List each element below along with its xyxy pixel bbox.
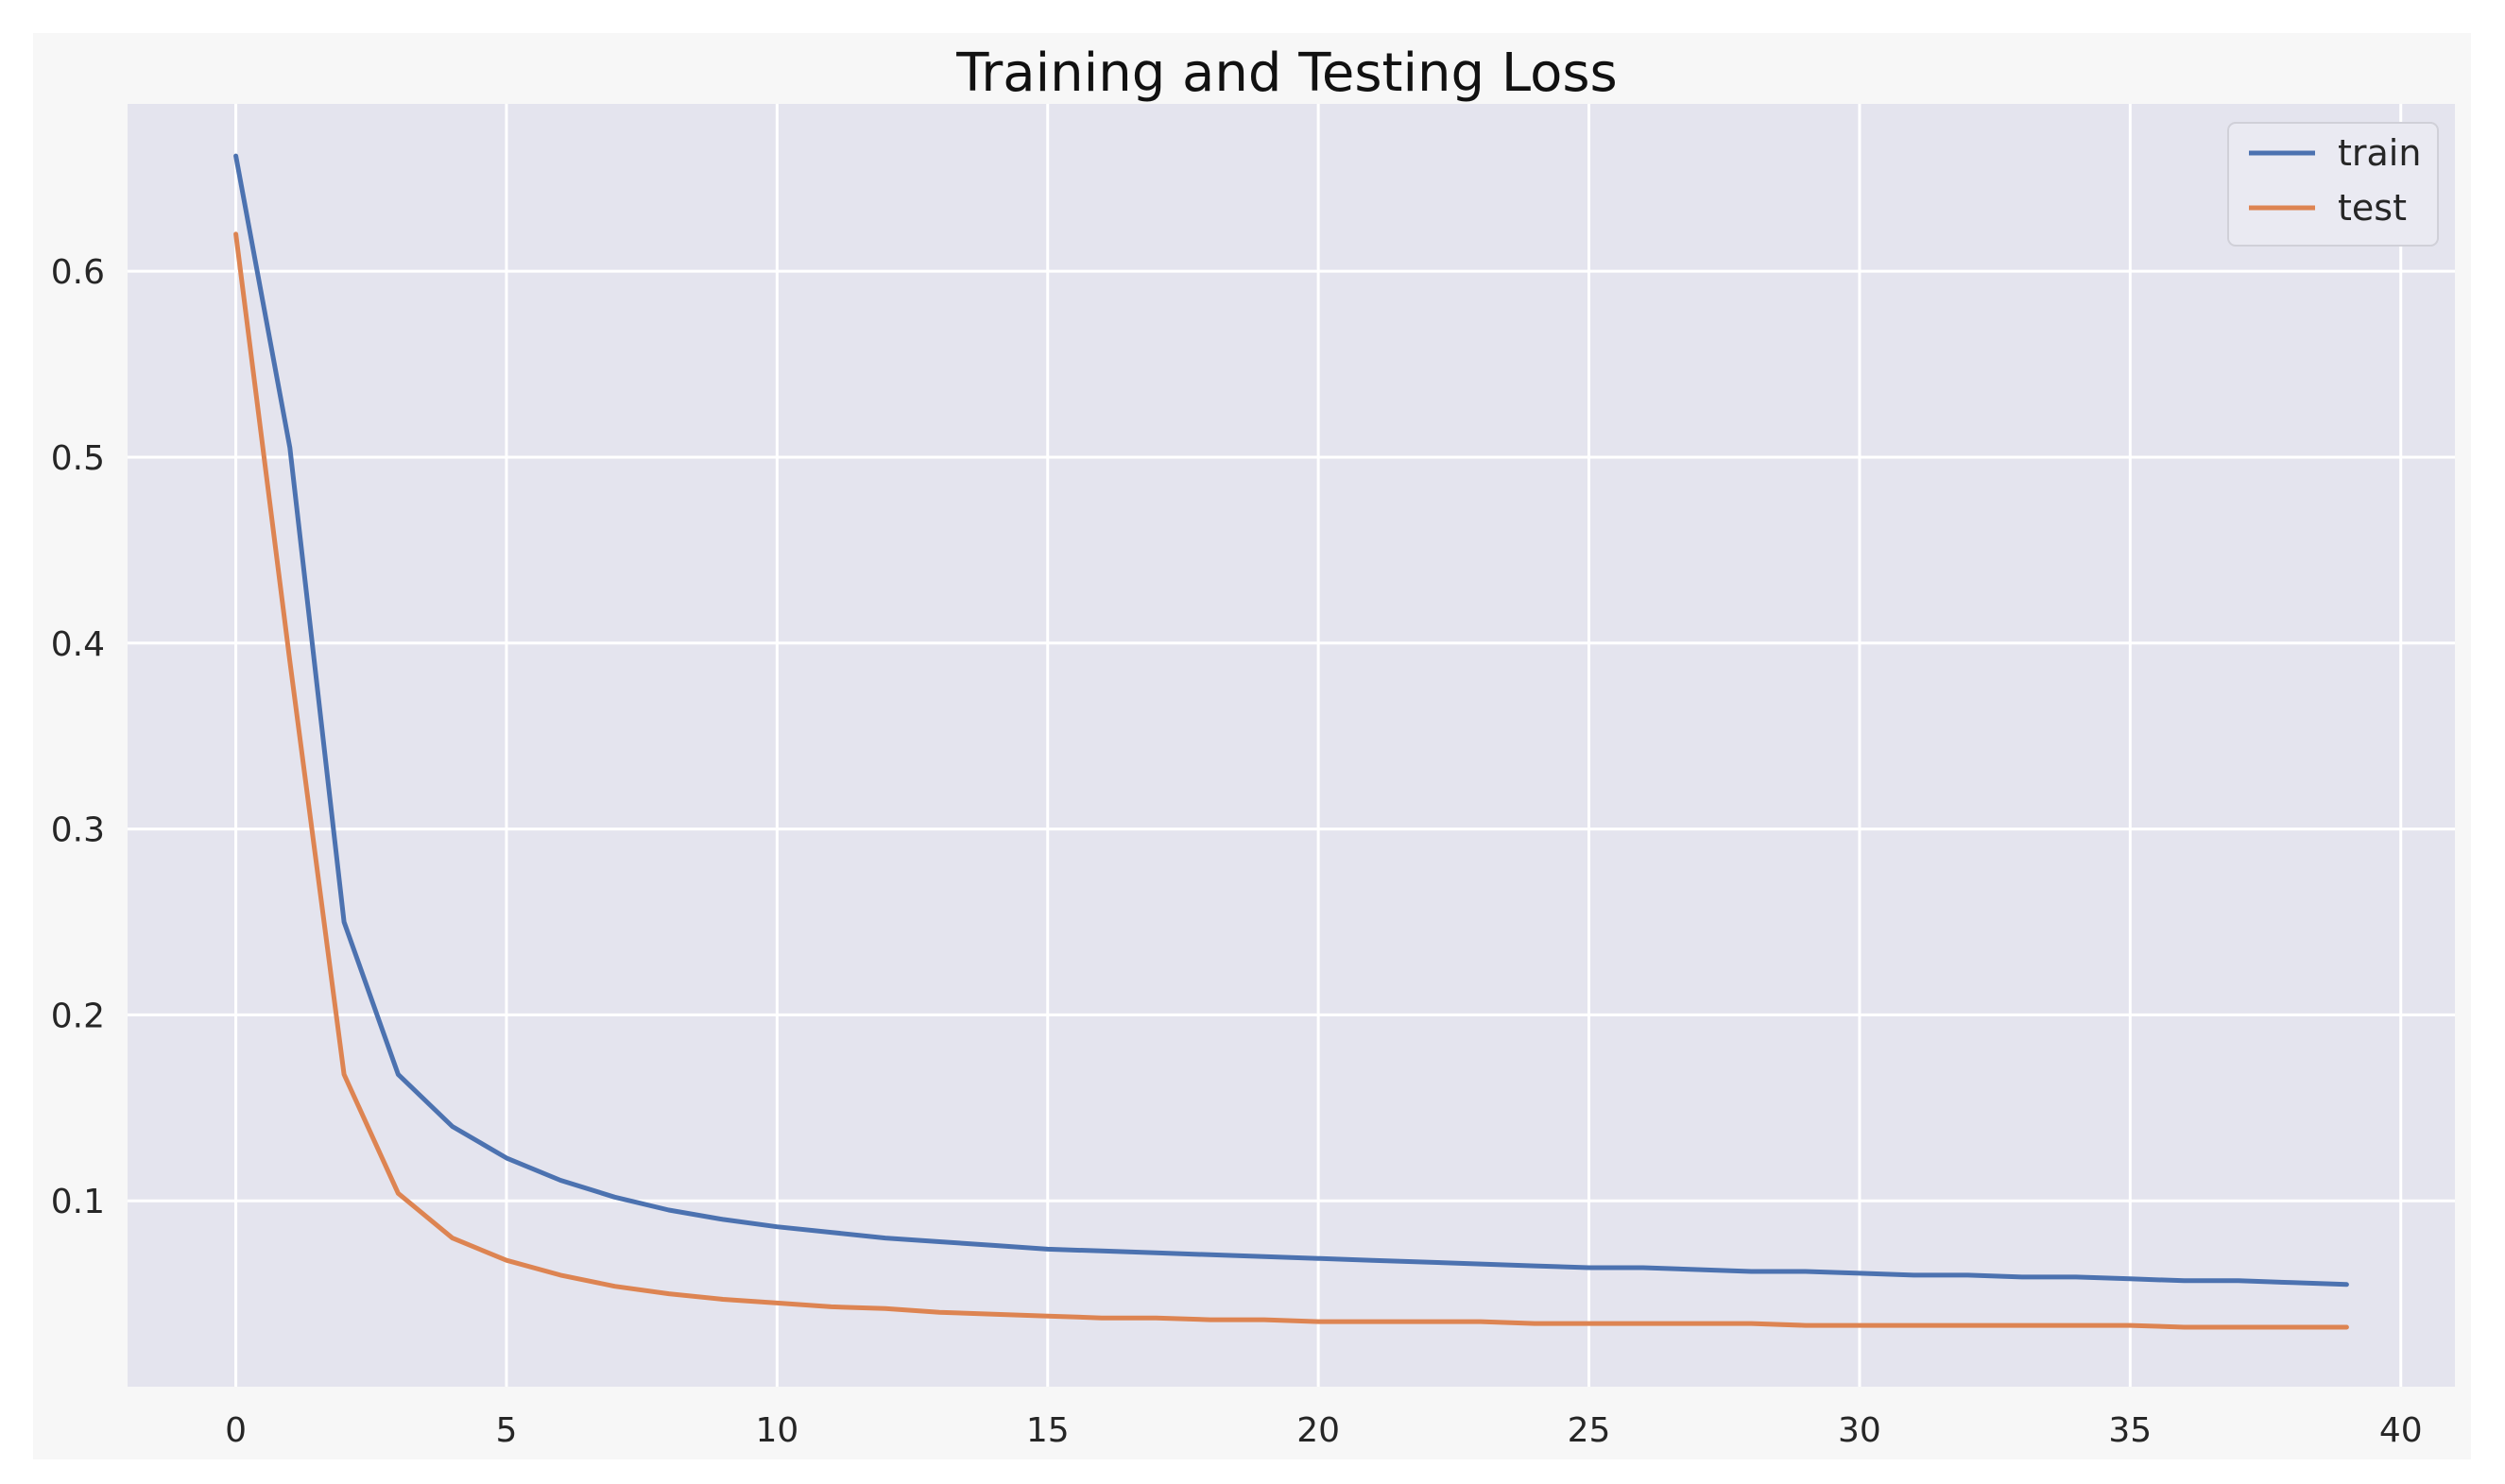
y-tick-label: 0.3 bbox=[51, 811, 105, 850]
series-line-test bbox=[233, 231, 2349, 1330]
legend: train test bbox=[2227, 122, 2439, 247]
x-tick-label: 15 bbox=[1026, 1411, 1070, 1450]
y-tick-label: 0.2 bbox=[51, 997, 105, 1035]
series-lines bbox=[233, 153, 2349, 1330]
y-tick-label: 0.6 bbox=[51, 253, 105, 292]
legend-label-test: test bbox=[2338, 187, 2407, 229]
x-tick-label: 20 bbox=[1296, 1411, 1340, 1450]
x-tick-label: 25 bbox=[1568, 1411, 1611, 1450]
x-tick-label: 40 bbox=[2379, 1411, 2423, 1450]
chart-title: Training and Testing Loss bbox=[955, 43, 1617, 104]
plot-area bbox=[128, 104, 2455, 1387]
x-tick-label: 30 bbox=[1838, 1411, 1881, 1450]
y-axis: 0.1 0.2 0.3 0.4 0.5 0.6 bbox=[51, 253, 105, 1221]
y-tick-label: 0.4 bbox=[51, 625, 105, 664]
legend-label-train: train bbox=[2338, 132, 2421, 174]
x-tick-label: 5 bbox=[496, 1411, 518, 1450]
x-tick-label: 10 bbox=[755, 1411, 798, 1450]
x-axis: 0 5 10 15 20 25 30 35 40 bbox=[225, 1411, 2423, 1450]
y-tick-label: 0.5 bbox=[51, 439, 105, 478]
series-line-train bbox=[233, 153, 2349, 1288]
x-tick-label: 0 bbox=[225, 1411, 247, 1450]
y-tick-label: 0.1 bbox=[51, 1183, 105, 1221]
x-tick-label: 35 bbox=[2108, 1411, 2152, 1450]
grid-lines bbox=[128, 104, 2455, 1387]
